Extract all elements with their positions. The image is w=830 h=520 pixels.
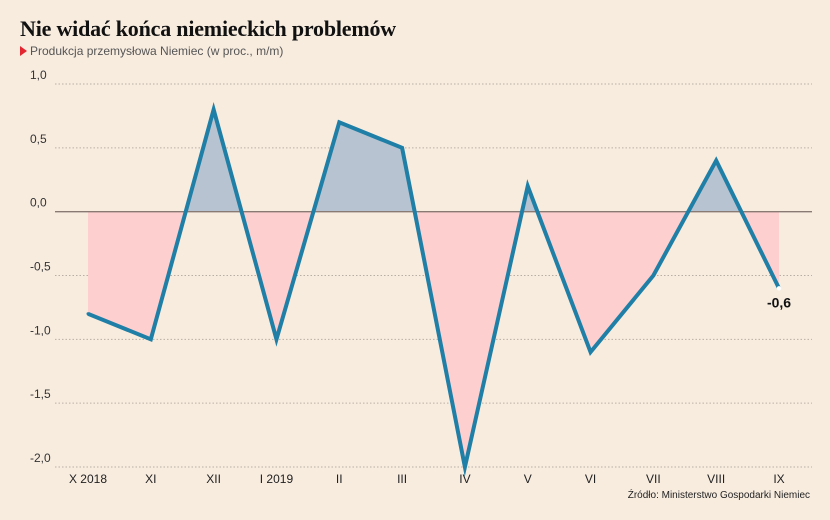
y-tick-label: 0,0 <box>30 196 47 210</box>
y-tick-label: -0,5 <box>30 260 51 274</box>
data-point <box>86 312 90 316</box>
y-tick-label: -1,5 <box>30 387 51 401</box>
source-note: Źródło: Ministerstwo Gospodarki Niemiec <box>627 490 810 501</box>
subtitle-row: Produkcja przemysłowa Niemiec (w proc., … <box>20 44 283 58</box>
y-tick-label: -2,0 <box>30 451 51 465</box>
data-point <box>651 274 655 277</box>
data-point <box>463 465 467 469</box>
data-point <box>274 337 278 341</box>
data-point <box>714 159 718 163</box>
negative-area <box>414 211 523 467</box>
chart-subtitle: Produkcja przemysłowa Niemiec (w proc., … <box>30 44 284 58</box>
data-point <box>212 108 216 112</box>
x-tick-label: VI <box>585 472 596 486</box>
x-tick-label: X 2018 <box>69 472 107 486</box>
x-tick-label: IV <box>459 472 470 486</box>
y-tick-label: 0,5 <box>30 132 47 146</box>
negative-area <box>88 211 186 340</box>
data-point <box>526 184 530 188</box>
negative-area <box>537 211 689 353</box>
x-tick-label: VIII <box>707 472 725 486</box>
positive-area <box>185 109 242 212</box>
x-tick-label: III <box>397 472 407 486</box>
chart-title: Nie widać końca niemieckich problemów <box>20 16 396 41</box>
series-line <box>87 101 781 477</box>
positive-area <box>688 160 742 212</box>
x-tick-label: V <box>524 472 532 486</box>
data-label: -0,6 <box>767 294 791 310</box>
end-point-marker <box>776 286 782 291</box>
x-tick-label: XI <box>145 472 156 486</box>
y-tick-label: 1,0 <box>30 68 47 82</box>
data-point <box>400 146 404 150</box>
x-tick-label: XII <box>206 472 221 486</box>
x-tick-label: II <box>336 472 343 486</box>
y-tick-label: -1,0 <box>30 323 51 337</box>
data-point <box>337 120 341 124</box>
data-point <box>149 337 153 341</box>
x-tick-label: I 2019 <box>260 472 294 486</box>
x-tick-label: VII <box>646 472 661 486</box>
negative-area <box>241 211 314 340</box>
red-triangle-marker-icon <box>20 46 27 56</box>
data-point <box>589 350 593 354</box>
x-tick-label: IX <box>773 472 784 486</box>
positive-area <box>313 122 415 212</box>
